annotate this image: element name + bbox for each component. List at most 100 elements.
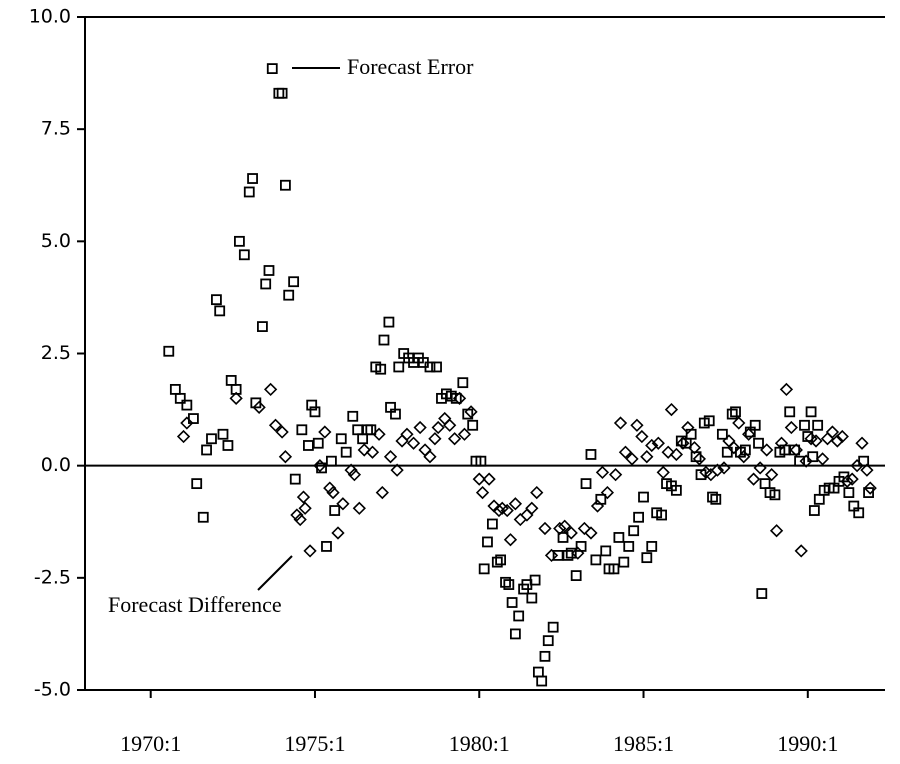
point <box>623 541 635 552</box>
point <box>174 392 186 404</box>
point <box>707 491 718 503</box>
point <box>656 465 670 480</box>
point <box>309 406 321 418</box>
point <box>495 554 507 566</box>
point <box>863 481 877 495</box>
point <box>486 518 498 530</box>
point <box>520 508 534 522</box>
point <box>506 597 518 608</box>
x-tick-label: 1970:1 <box>120 731 181 756</box>
point <box>742 427 756 441</box>
point <box>843 487 855 498</box>
point <box>340 446 352 458</box>
point <box>503 579 515 590</box>
point <box>853 507 865 519</box>
point <box>321 541 332 552</box>
point <box>347 468 362 482</box>
point <box>730 406 741 418</box>
point <box>447 432 462 446</box>
point <box>805 406 817 418</box>
point <box>628 525 640 537</box>
point <box>799 419 810 431</box>
point <box>313 459 327 473</box>
point <box>472 472 486 486</box>
point <box>774 436 789 450</box>
point <box>482 536 493 548</box>
point <box>575 541 587 552</box>
point <box>661 445 675 459</box>
point <box>685 428 697 440</box>
point <box>779 382 794 397</box>
point <box>513 512 527 527</box>
x-tick-label: 1980:1 <box>449 731 510 756</box>
point <box>855 436 869 450</box>
point <box>600 485 615 500</box>
point <box>640 450 654 464</box>
point <box>263 265 275 276</box>
point <box>717 461 731 475</box>
point <box>268 418 283 432</box>
point <box>526 592 538 604</box>
point <box>390 408 401 420</box>
point <box>580 478 592 490</box>
point <box>769 524 784 538</box>
point <box>278 450 293 464</box>
point <box>547 621 559 633</box>
point <box>727 441 741 455</box>
point <box>357 443 371 457</box>
point <box>716 428 728 440</box>
point <box>538 521 552 536</box>
point <box>703 415 715 427</box>
point <box>613 416 628 430</box>
point <box>365 424 377 436</box>
point <box>318 425 332 439</box>
point <box>860 463 874 477</box>
point <box>565 547 577 559</box>
point <box>835 429 849 444</box>
point <box>687 441 702 455</box>
point <box>347 410 359 422</box>
point <box>600 545 612 557</box>
point <box>180 416 194 430</box>
point <box>539 650 551 662</box>
point <box>280 179 291 191</box>
point <box>352 501 366 515</box>
point <box>840 474 854 489</box>
point <box>558 519 572 533</box>
point <box>326 485 340 500</box>
point <box>845 472 859 486</box>
point <box>266 63 278 74</box>
point <box>813 493 825 505</box>
point <box>293 512 307 527</box>
point <box>664 402 679 417</box>
point <box>491 556 503 568</box>
point <box>753 437 764 449</box>
point <box>222 440 234 451</box>
point <box>383 316 395 328</box>
point <box>438 411 452 426</box>
annotation-leader <box>257 555 293 591</box>
point <box>390 463 404 477</box>
point <box>630 418 644 432</box>
point <box>830 434 844 448</box>
point <box>323 481 337 495</box>
annotation: Forecast Difference <box>108 592 282 617</box>
point <box>234 235 245 247</box>
y-tick-label: -5.0 <box>34 679 71 701</box>
point <box>467 419 479 431</box>
point <box>635 429 649 444</box>
point <box>443 418 457 432</box>
point <box>312 437 324 449</box>
point <box>400 427 414 441</box>
point <box>670 484 682 496</box>
point <box>737 450 751 464</box>
point <box>784 420 798 435</box>
point <box>595 465 610 480</box>
point <box>595 493 607 505</box>
point <box>753 461 767 475</box>
point <box>532 666 544 678</box>
y-tick-label: 5.0 <box>41 230 71 252</box>
point <box>362 424 373 436</box>
point <box>525 501 539 515</box>
point <box>275 425 289 439</box>
